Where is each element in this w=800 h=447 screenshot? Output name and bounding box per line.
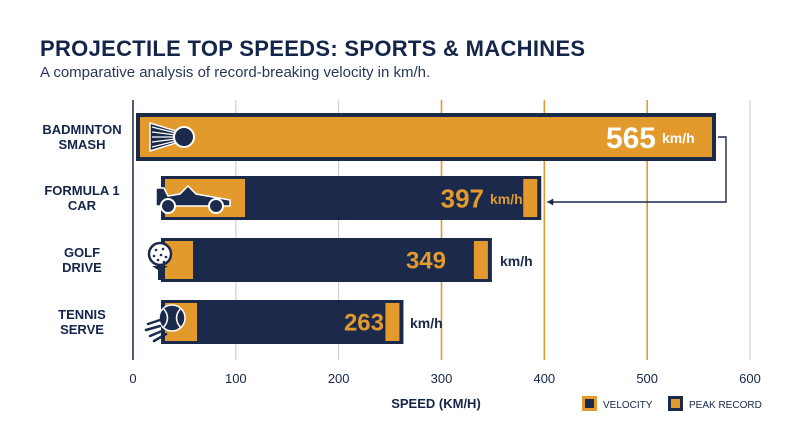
peak-cap-end <box>473 241 488 279</box>
connector-arrowhead <box>547 198 554 206</box>
category-label: TENNIS <box>58 307 106 322</box>
category-label: FORMULA 1 <box>44 183 119 198</box>
value-label: 397 <box>441 183 484 213</box>
chart-title: PROJECTILE TOP SPEEDS: SPORTS & MACHINES <box>40 36 586 61</box>
value-label: 263 <box>344 310 384 337</box>
f1-car-icon <box>155 184 231 214</box>
bar-golf-drive <box>161 238 492 282</box>
x-tick-label: 200 <box>328 371 350 386</box>
category-label: BADMINTON <box>42 122 121 137</box>
unit-label: km/h <box>410 315 443 331</box>
legend-label-velocity: VELOCITY <box>603 400 653 411</box>
connector-line <box>547 136 727 203</box>
bar-tennis-serve <box>161 300 404 344</box>
x-axis-title: SPEED (KM/H) <box>391 396 481 411</box>
x-tick-label: 0 <box>129 371 136 386</box>
x-tick-label: 300 <box>431 371 453 386</box>
tennis-ball-icon <box>144 304 186 343</box>
golf-ball-icon <box>147 241 173 280</box>
peak-cap-end <box>523 179 538 217</box>
x-tick-label: 400 <box>533 371 555 386</box>
bar-badminton-smash <box>136 113 717 161</box>
category-label: CAR <box>68 198 97 213</box>
value-label: 349 <box>406 248 446 275</box>
shuttlecock-icon <box>149 121 195 153</box>
legend-label-peak-record: PEAK RECORD <box>689 400 762 411</box>
unit-label: km/h <box>662 130 695 146</box>
legend-swatch-peak-record <box>671 399 680 408</box>
unit-label: km/h <box>500 253 533 269</box>
category-label: SMASH <box>59 137 106 152</box>
category-label: SERVE <box>60 322 104 337</box>
x-tick-label: 100 <box>225 371 247 386</box>
chart-subtitle: A comparative analysis of record-breakin… <box>40 64 431 81</box>
category-label: GOLF <box>64 245 100 260</box>
x-tick-label: 500 <box>636 371 658 386</box>
legend-swatch-velocity <box>585 399 594 408</box>
x-tick-label: 600 <box>739 371 761 386</box>
unit-label: km/h <box>490 191 523 207</box>
peak-cap-end <box>385 303 400 341</box>
legend: VELOCITY PEAK RECORD <box>582 396 762 411</box>
value-label: 565 <box>606 122 656 155</box>
category-label: DRIVE <box>62 260 102 275</box>
